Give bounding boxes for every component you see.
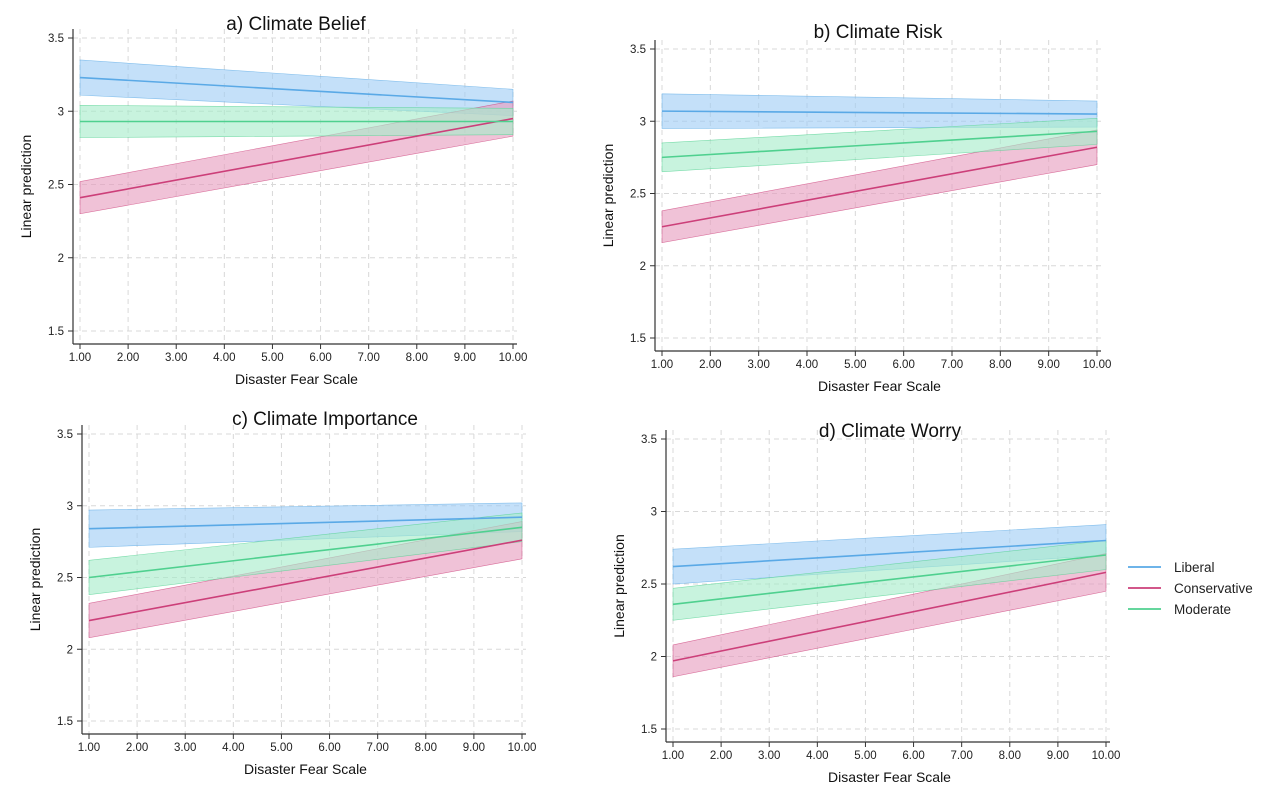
legend-label-liberal: Liberal — [1174, 560, 1215, 575]
x-tick-label: 3.00 — [165, 352, 187, 364]
x-tick-label: 4.00 — [222, 742, 244, 754]
x-tick-label: 8.00 — [406, 352, 428, 364]
x-tick-label: 1.00 — [78, 742, 100, 754]
chart-title: a) Climate Belief — [226, 14, 366, 35]
x-tick-label: 2.00 — [710, 750, 732, 762]
y-tick-label: 1.5 — [641, 724, 657, 736]
x-tick-label: 8.00 — [999, 750, 1021, 762]
x-tick-label: 7.00 — [357, 352, 379, 364]
x-tick-label: 5.00 — [854, 750, 876, 762]
x-tick-label: 1.00 — [69, 352, 91, 364]
y-tick-label: 3.5 — [57, 429, 73, 441]
x-tick-label: 9.00 — [463, 742, 485, 754]
chart-panel-1: 1.00 2.00 3.00 4.00 5.00 6.00 7.00 8.00 9.00 10.0… — [18, 14, 527, 387]
x-tick-label: 4.00 — [796, 359, 818, 371]
y-tick-label: 2.5 — [630, 189, 646, 201]
x-tick-label: 10.00 — [1083, 359, 1112, 371]
y-tick-label: 3.5 — [641, 434, 657, 446]
series-line-liberal — [672, 539, 1107, 568]
series-line-moderate — [88, 526, 523, 579]
series-line-moderate — [672, 554, 1107, 606]
y-tick-label: 3 — [67, 501, 73, 513]
chart-panel-3: 1.00 2.00 3.00 4.00 5.00 6.00 7.00 8.00 9.00 10.0… — [27, 409, 536, 777]
x-tick-label: 10.00 — [1092, 750, 1121, 762]
series-line-conservative — [88, 539, 523, 622]
x-tick-label: 2.00 — [126, 742, 148, 754]
series-line-conservative — [79, 117, 514, 199]
y-tick-label: 2.5 — [48, 180, 64, 192]
y-tick-label: 3.5 — [48, 33, 64, 45]
y-tick-label: 3 — [651, 507, 657, 519]
x-tick-label: 6.00 — [318, 742, 340, 754]
series-line-conservative — [661, 146, 1098, 228]
x-tick-label: 9.00 — [1037, 359, 1059, 371]
chart-panel-4: 1.00 2.00 3.00 4.00 5.00 6.00 7.00 8.00 9.00 10.0… — [611, 421, 1120, 785]
x-tick-label: 9.00 — [454, 352, 476, 364]
series-line-liberal — [79, 76, 514, 104]
chart-title: b) Climate Risk — [814, 22, 943, 43]
y-tick-label: 2 — [640, 261, 646, 273]
x-tick-label: 10.00 — [499, 352, 528, 364]
x-tick-label: 7.00 — [941, 359, 963, 371]
series-line-conservative — [672, 571, 1107, 662]
y-axis-title: Linear prediction — [600, 144, 616, 248]
x-tick-label: 9.00 — [1047, 750, 1069, 762]
x-tick-label: 3.00 — [758, 750, 780, 762]
y-tick-label: 2 — [58, 253, 64, 265]
y-tick-label: 2 — [651, 652, 657, 664]
y-tick-label: 2.5 — [641, 579, 657, 591]
x-tick-label: 4.00 — [213, 352, 235, 364]
legend-label-conservative: Conservative — [1174, 581, 1253, 596]
series-line-moderate — [661, 130, 1098, 159]
chart-panel-2: 1.00 2.00 3.00 4.00 5.00 6.00 7.00 8.00 9.00 10.0… — [600, 22, 1111, 394]
x-tick-label: 6.00 — [309, 352, 331, 364]
y-tick-label: 1.5 — [630, 333, 646, 345]
x-tick-label: 2.00 — [699, 359, 721, 371]
x-axis-title: Disaster Fear Scale — [235, 371, 358, 387]
y-tick-label: 2 — [67, 644, 73, 656]
y-tick-label: 1.5 — [48, 326, 64, 338]
y-tick-label: 3.5 — [630, 44, 646, 56]
y-axis-title: Linear prediction — [27, 528, 43, 632]
x-tick-label: 1.00 — [662, 750, 684, 762]
y-tick-label: 1.5 — [57, 716, 73, 728]
chart-title: d) Climate Worry — [819, 421, 962, 442]
x-tick-label: 7.00 — [950, 750, 972, 762]
x-tick-label: 6.00 — [902, 750, 924, 762]
ci-band-moderate — [88, 512, 523, 596]
x-tick-label: 3.00 — [747, 359, 769, 371]
x-axis-title: Disaster Fear Scale — [828, 769, 951, 785]
x-axis-title: Disaster Fear Scale — [818, 378, 941, 394]
y-tick-label: 3 — [58, 106, 64, 118]
x-tick-label: 10.00 — [508, 742, 537, 754]
x-tick-label: 5.00 — [261, 352, 283, 364]
x-axis-title: Disaster Fear Scale — [244, 761, 367, 777]
x-tick-label: 1.00 — [651, 359, 673, 371]
y-axis-title: Linear prediction — [18, 135, 34, 239]
series-line-liberal — [661, 110, 1098, 115]
x-tick-label: 3.00 — [174, 742, 196, 754]
y-axis-title: Linear prediction — [611, 534, 627, 638]
y-tick-label: 3 — [640, 116, 646, 128]
x-tick-label: 2.00 — [117, 352, 139, 364]
legend: Liberal Conservative Moderate — [1128, 560, 1253, 617]
x-tick-label: 5.00 — [844, 359, 866, 371]
series-line-liberal — [88, 516, 523, 530]
x-tick-label: 5.00 — [270, 742, 292, 754]
chart-title: c) Climate Importance — [232, 409, 418, 430]
x-tick-label: 7.00 — [366, 742, 388, 754]
legend-label-moderate: Moderate — [1174, 602, 1231, 617]
y-tick-label: 2.5 — [57, 573, 73, 585]
x-tick-label: 8.00 — [989, 359, 1011, 371]
x-tick-label: 4.00 — [806, 750, 828, 762]
x-tick-label: 8.00 — [415, 742, 437, 754]
x-tick-label: 6.00 — [892, 359, 914, 371]
